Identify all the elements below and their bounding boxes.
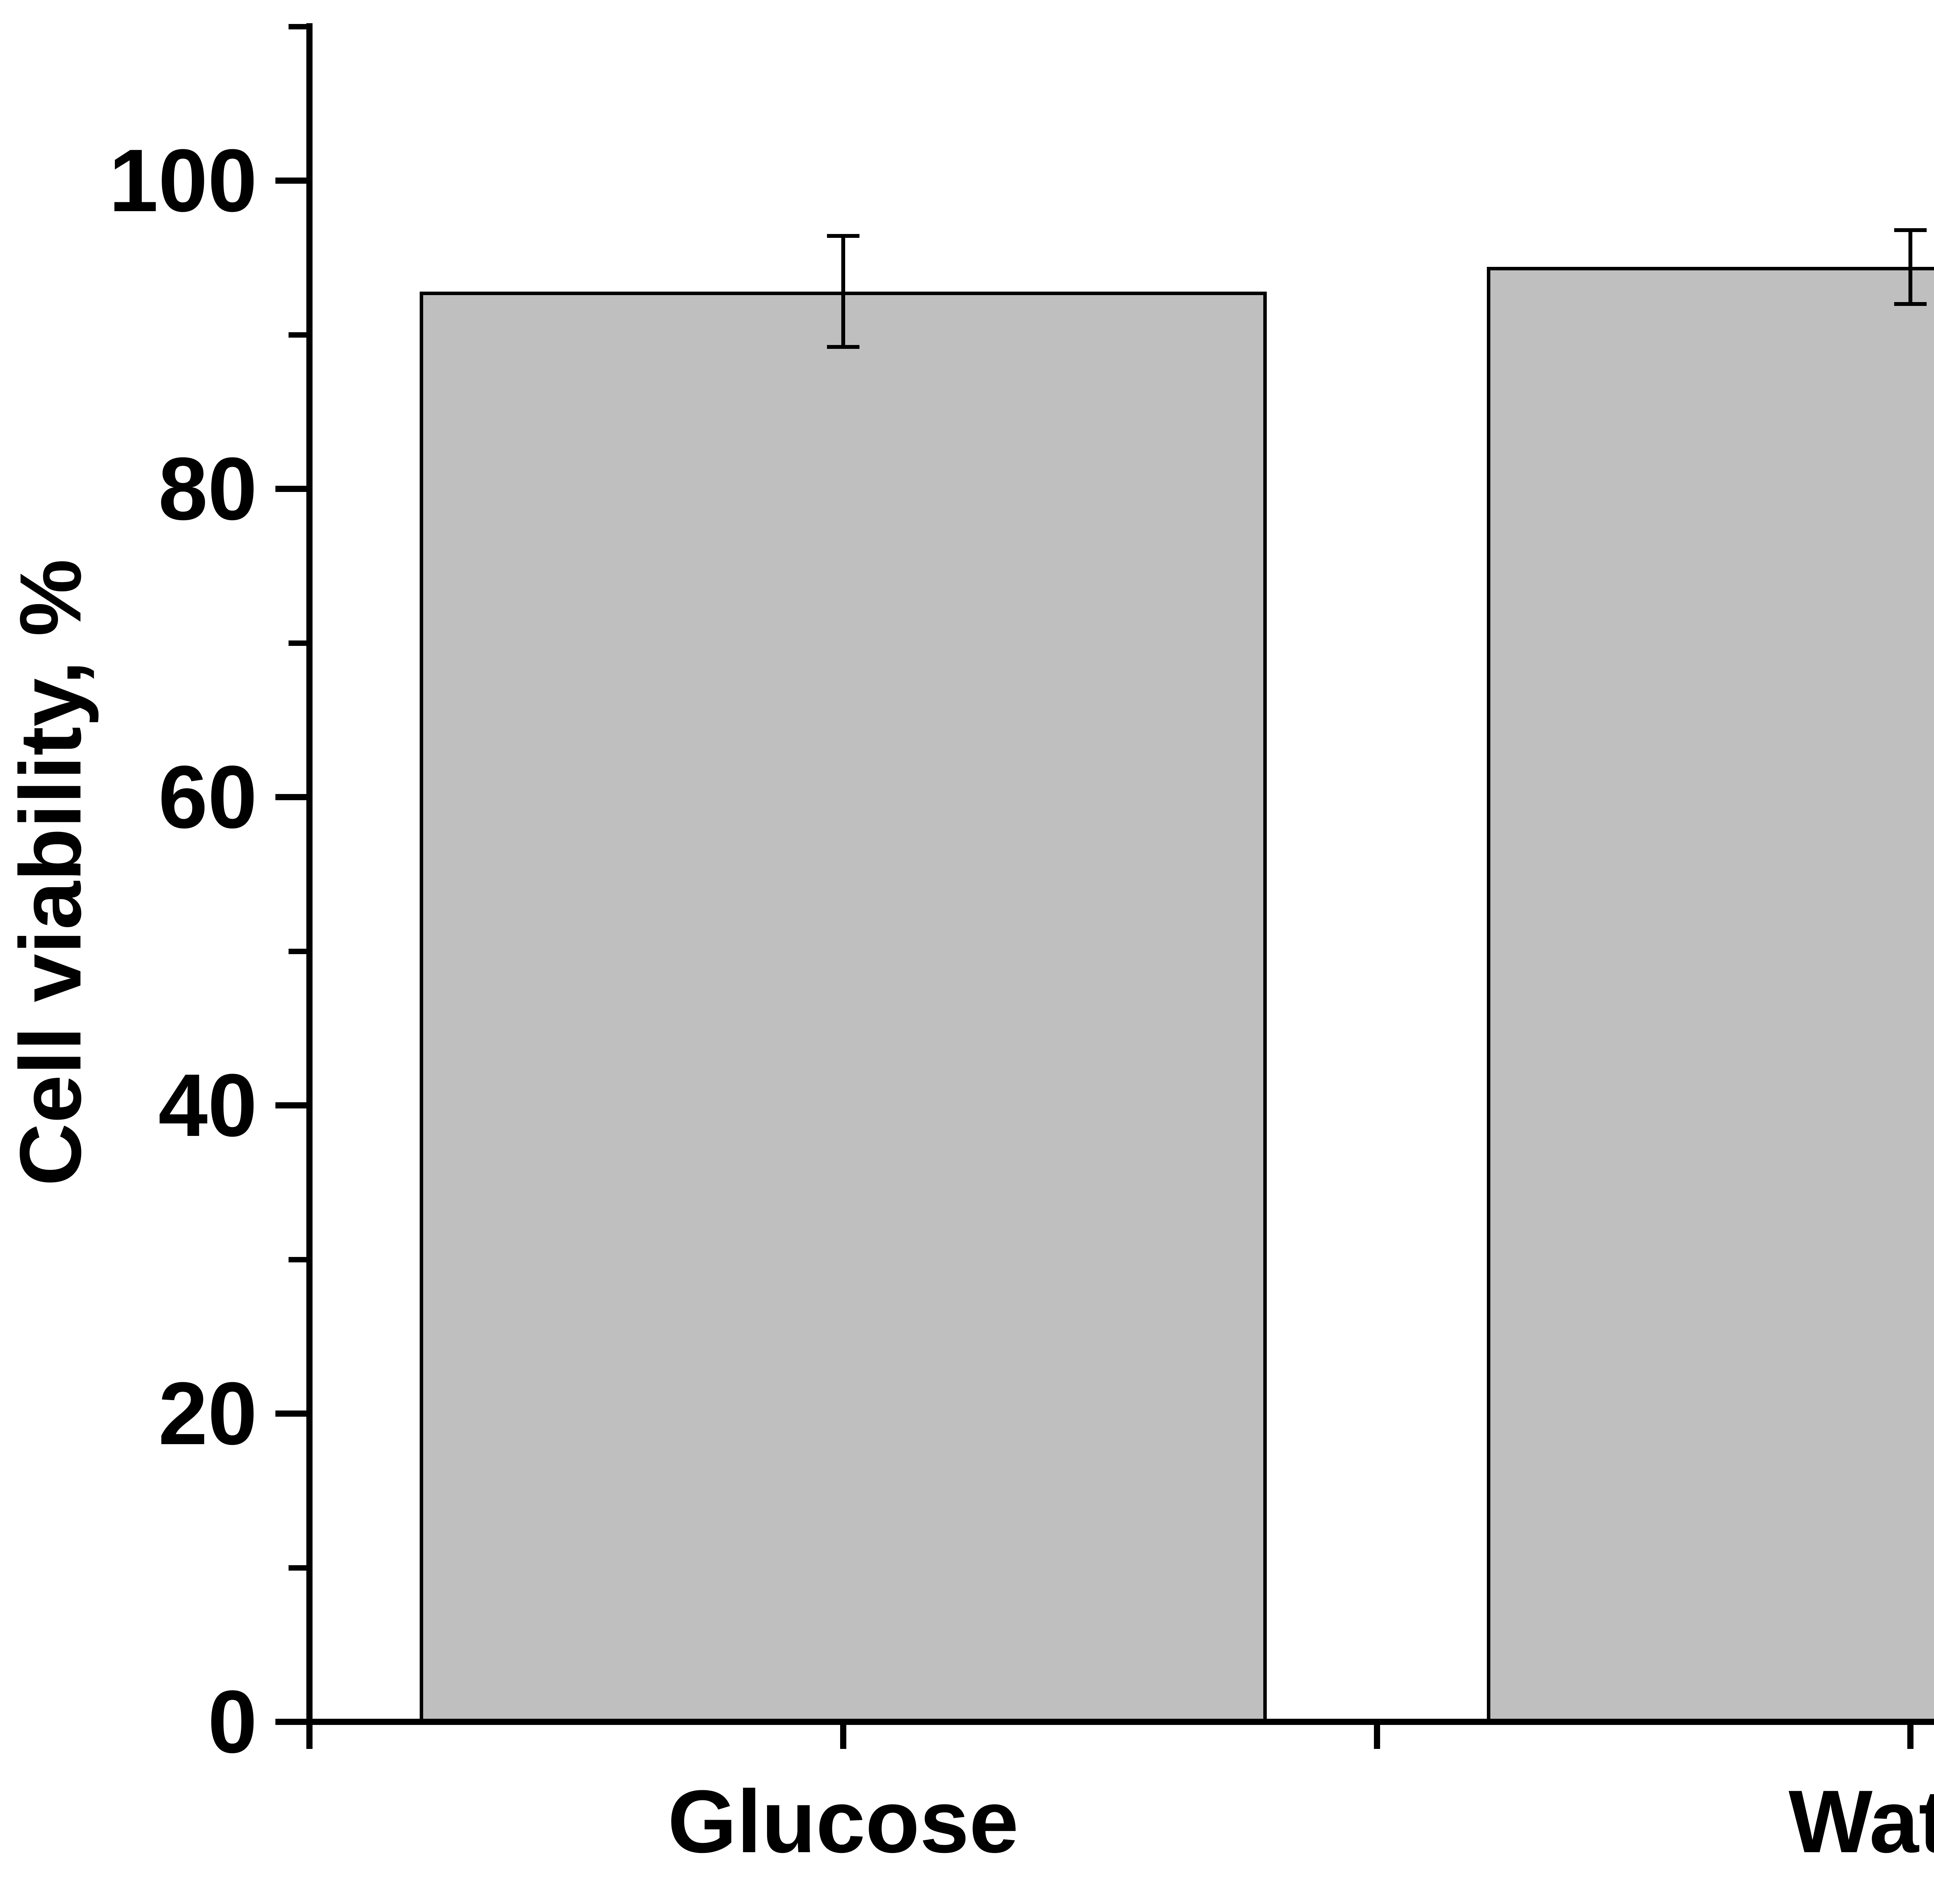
y-axis-minor-tick	[289, 640, 306, 646]
x-axis-tick	[306, 1725, 313, 1749]
y-axis-tick-label: 40	[158, 1055, 257, 1155]
y-axis-major-tick	[275, 486, 306, 492]
y-axis-title: Cell viability, %	[2, 559, 99, 1186]
x-axis-tick	[1907, 1725, 1914, 1749]
x-axis-category-label: Glucose	[667, 1772, 1019, 1871]
y-axis-minor-tick	[289, 1565, 306, 1571]
y-axis-minor-tick	[289, 948, 306, 954]
y-axis-minor-tick	[289, 1257, 306, 1262]
bar	[1487, 267, 1934, 1722]
y-axis-minor-tick	[289, 24, 306, 29]
error-bar-top-cap	[827, 234, 859, 238]
y-axis-major-tick	[275, 794, 306, 800]
y-axis-major-tick	[275, 1102, 306, 1108]
y-axis-major-tick	[275, 178, 306, 184]
error-bar-line	[1908, 230, 1913, 304]
error-bar-top-cap	[1894, 228, 1927, 232]
y-axis-tick-label: 100	[109, 131, 257, 230]
x-axis-tick	[1374, 1725, 1380, 1749]
y-axis-tick-label: 0	[208, 1672, 257, 1771]
y-axis-major-tick	[275, 1410, 306, 1417]
y-axis-minor-tick	[289, 332, 306, 338]
bar	[419, 291, 1267, 1722]
y-axis-major-tick	[275, 1719, 306, 1725]
y-axis-tick-label: 20	[158, 1364, 257, 1463]
x-axis-tick	[840, 1725, 846, 1749]
error-bar-bottom-cap	[827, 345, 859, 349]
x-axis-category-label: Water	[1789, 1772, 1934, 1871]
error-bar-line	[841, 236, 845, 347]
y-axis-tick-label: 80	[158, 439, 257, 538]
y-axis-tick-label: 60	[158, 747, 257, 847]
error-bar-bottom-cap	[1894, 302, 1927, 306]
